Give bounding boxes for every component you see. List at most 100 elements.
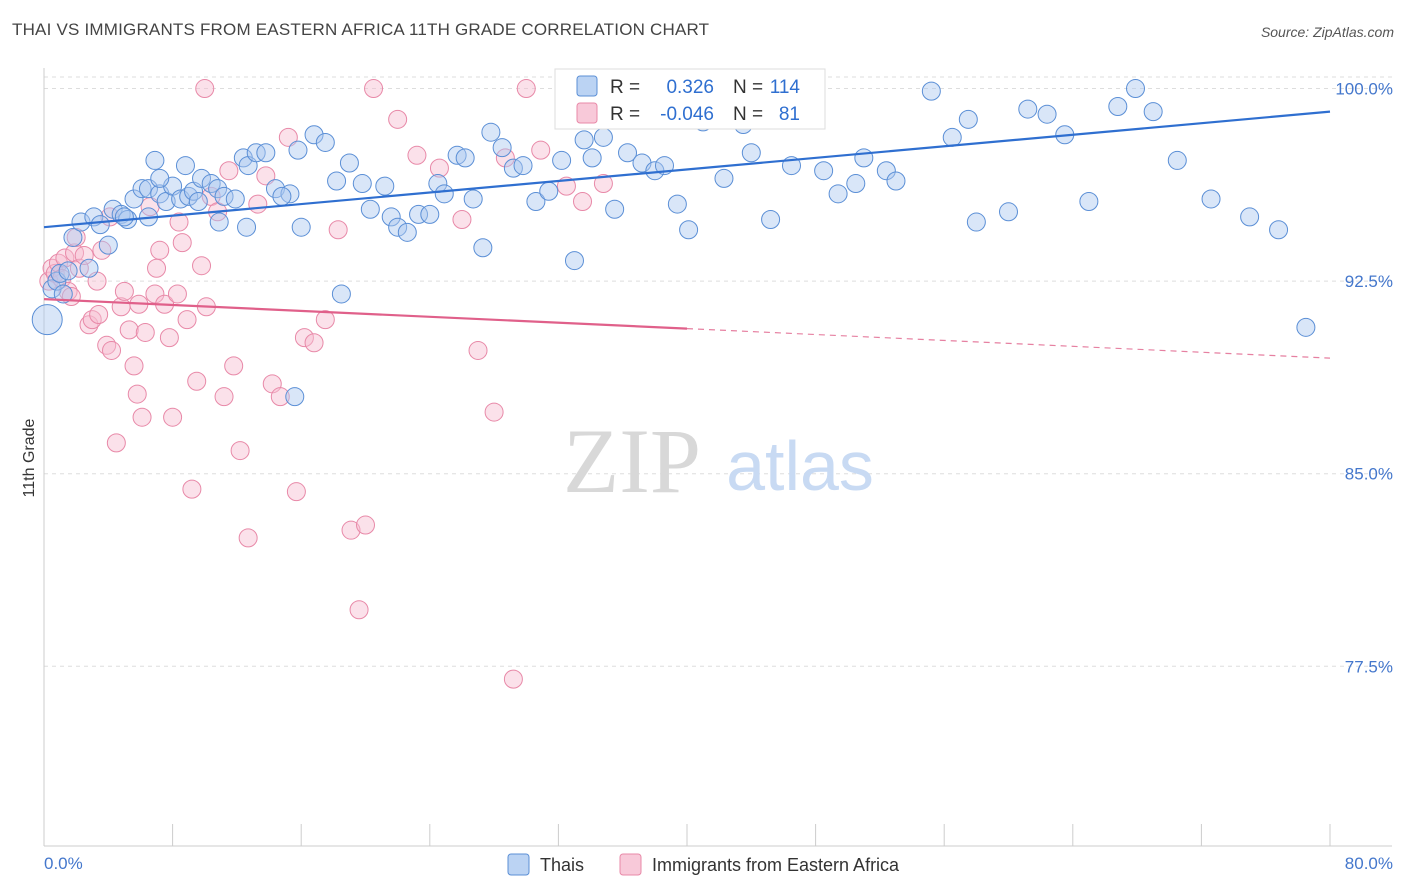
immigrants-point-57	[356, 515, 375, 535]
thais-point-35	[288, 140, 308, 160]
thais-point-112	[272, 186, 292, 206]
immigrants-point-14	[92, 240, 112, 260]
trend-lines	[43, 110, 1331, 359]
immigrants-point-67	[516, 79, 536, 99]
immigrants-point-31	[167, 284, 187, 304]
immigrants-point-42	[224, 356, 244, 376]
thais-point-74	[714, 168, 734, 188]
thais-point-104	[98, 235, 118, 255]
immigrants-point-24	[135, 322, 155, 342]
thais-point-110	[209, 212, 229, 232]
immigrants-point-63	[468, 340, 488, 360]
bottom-legend-label-thais: Thais	[540, 855, 584, 875]
legend-n-label-1: N =	[733, 77, 763, 98]
immigrants-point-50	[286, 482, 306, 502]
thais-point-47	[409, 204, 429, 224]
immigrants-point-46	[256, 166, 276, 186]
thais-point-63	[574, 130, 594, 150]
thais-point-32	[256, 143, 276, 163]
immigrants-point-36	[192, 256, 212, 276]
thais-point-61	[552, 150, 572, 170]
immigrants-point-12	[82, 310, 102, 330]
thais-point-108	[175, 156, 195, 176]
immigrants-point-45	[248, 194, 268, 214]
thais-point-97	[1125, 79, 1145, 99]
legend-swatch-thais	[576, 75, 598, 97]
thais-point-34	[280, 184, 300, 204]
thais-point-71	[667, 194, 687, 214]
thais-point-90	[966, 212, 986, 232]
axes	[43, 68, 1392, 847]
immigrants-point-17	[106, 433, 126, 453]
immigrants-point-29	[159, 328, 179, 348]
immigrants-point-60	[407, 145, 427, 165]
thais-point-76	[741, 143, 761, 163]
immigrants-point-32	[172, 233, 192, 253]
immigrants-point-9	[69, 258, 89, 278]
thais-point-3	[50, 263, 70, 283]
thais-point-14	[124, 189, 144, 209]
thais-point-28	[225, 189, 245, 209]
y-tick-label-1: 85.0%	[1345, 465, 1393, 484]
thais-point-45	[388, 217, 408, 237]
thais-point-17	[145, 150, 165, 170]
immigrants-point-30	[163, 407, 183, 427]
thais-point-60	[539, 181, 559, 201]
y-tick-label-3: 100.0%	[1335, 80, 1393, 99]
thais-point-31	[246, 143, 266, 163]
immigrants-point-5	[55, 248, 75, 268]
thais-point-65	[593, 127, 613, 147]
thais-point-89	[958, 109, 978, 129]
thais-point-51	[447, 145, 467, 165]
thais-point-46	[397, 222, 417, 242]
thais-point-50	[434, 184, 454, 204]
thais-point-114	[331, 284, 351, 304]
thais-point-56	[492, 138, 512, 158]
thais-point-111	[237, 217, 257, 237]
y-axis-title: 11th Grade	[21, 418, 38, 497]
legend-r-label-2: R =	[610, 104, 640, 125]
thais-point-102	[1269, 220, 1289, 240]
immigrants-point-11	[79, 315, 99, 335]
thais-point-82	[828, 184, 848, 204]
thais-point-42	[360, 199, 380, 219]
thais-point-88	[942, 127, 962, 147]
bottom-legend-label-immigrants: Immigrants from Eastern Africa	[652, 855, 900, 875]
immigrants-point-66	[503, 669, 523, 689]
thais-point-10	[90, 215, 110, 235]
immigrants-point-74	[195, 79, 215, 99]
thais-point-52	[455, 148, 475, 168]
immigrants-point-76	[89, 304, 109, 324]
legend-r-label-1: R =	[610, 77, 640, 98]
thais-point-98	[1143, 102, 1163, 122]
immigrants-point-71	[593, 174, 613, 194]
thais-point-84	[854, 148, 874, 168]
trend-line-immigrants-extension	[686, 328, 1331, 359]
thais-point-78	[761, 209, 781, 229]
thais-point-53	[463, 189, 483, 209]
immigrants-point-19	[114, 281, 134, 301]
thais-point-81	[814, 161, 834, 181]
tick-labels: 77.5% 85.0% 92.5% 100.0% 0.0% 80.0%	[44, 80, 1393, 873]
x-tick-label-0: 0.0%	[44, 854, 83, 873]
thais-point-40	[339, 153, 359, 173]
watermark-zip: ZIP	[563, 410, 701, 512]
thais-point-95	[1079, 192, 1099, 212]
immigrants-point-26	[145, 284, 165, 304]
bottom-legend-swatch-immigrants	[619, 853, 642, 876]
immigrants-point-40	[214, 387, 234, 407]
thais-point-8	[79, 258, 99, 278]
legend-n-value-thais: 114	[770, 77, 801, 98]
immigrants-point-80	[169, 212, 189, 232]
immigrants-point-64	[484, 402, 504, 422]
immigrants-point-55	[341, 520, 361, 540]
legend-n-label-2: N =	[733, 104, 763, 125]
thais-point-37	[304, 125, 324, 145]
bottom-legend-swatch-thais	[507, 853, 530, 876]
immigrants-point-20	[119, 320, 139, 340]
thais-point-15	[132, 179, 152, 199]
trend-line-immigrants	[43, 297, 688, 330]
thais-point-64	[582, 148, 602, 168]
thais-point-54	[473, 238, 493, 258]
